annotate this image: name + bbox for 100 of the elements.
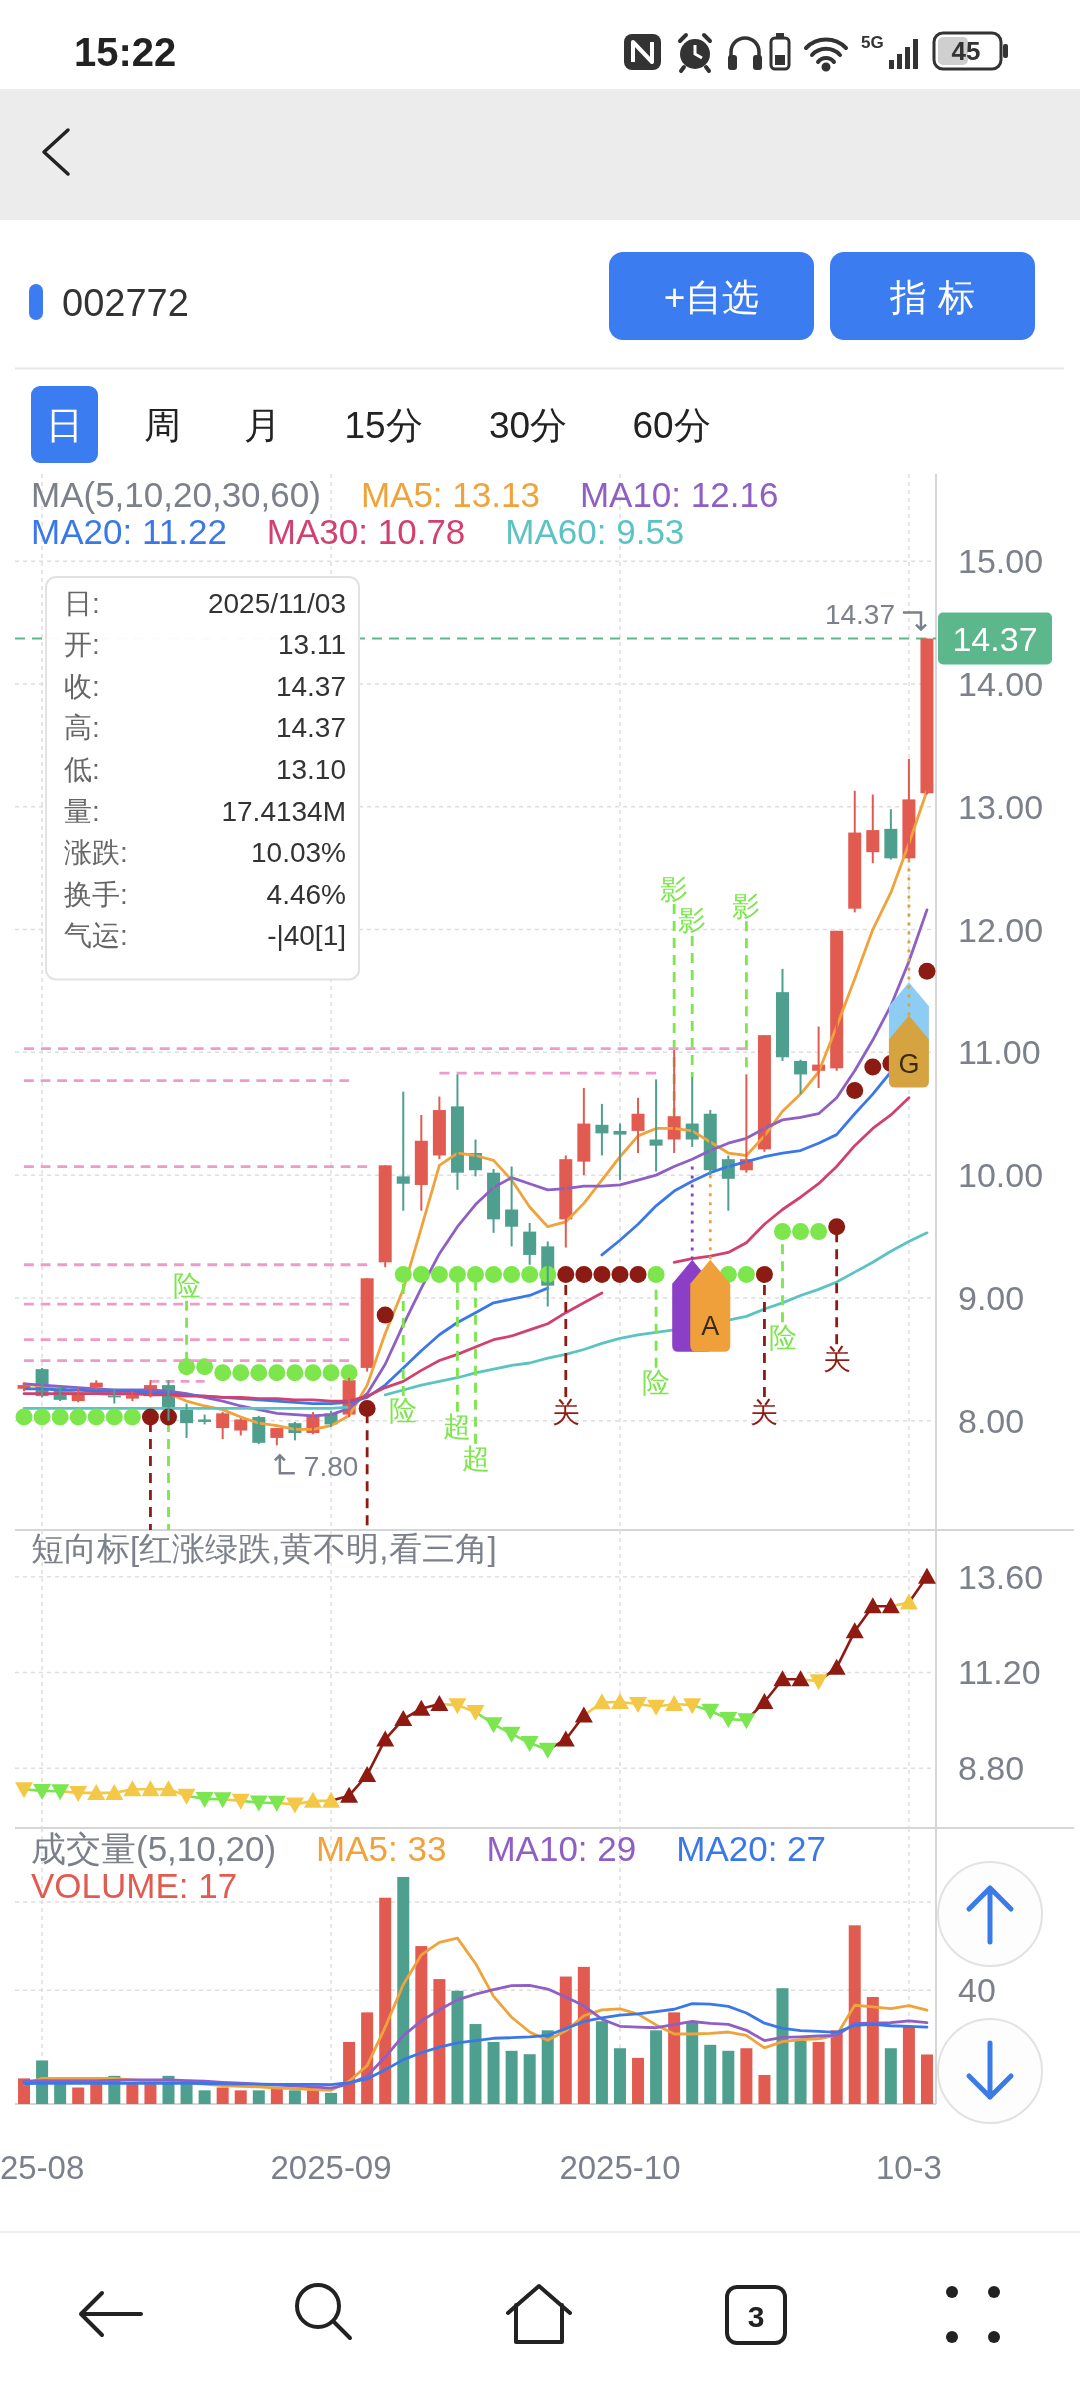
point — [484, 1717, 503, 1734]
bar — [686, 2021, 699, 2104]
annotation: 10.03% — [251, 837, 346, 869]
point — [701, 1703, 720, 1720]
point — [15, 1782, 34, 1799]
point — [737, 1266, 755, 1284]
point — [159, 1780, 178, 1797]
point — [629, 1266, 647, 1284]
chart-title: 短向标[红涨绿跌,黄不明,看三角] — [31, 1529, 497, 1567]
y-tick-label: 11.00 — [958, 1033, 1041, 1072]
point — [268, 1364, 286, 1382]
annotation: 影 — [678, 905, 707, 937]
point — [33, 1408, 51, 1426]
annotation: G — [898, 1048, 920, 1079]
legend-title: 成交量(5,10,20) — [31, 1828, 277, 1868]
point — [556, 1730, 575, 1747]
annotation: 险 — [768, 1321, 797, 1353]
bar — [577, 1966, 590, 2104]
point — [665, 1694, 684, 1711]
annotation: 关 — [822, 1343, 851, 1375]
point — [340, 1364, 358, 1382]
point — [33, 1783, 52, 1800]
point — [412, 1699, 431, 1716]
text: MA5: 13.13 — [360, 474, 540, 514]
text: MA60: 9.53 — [505, 511, 685, 551]
bar — [198, 2090, 211, 2104]
point — [51, 1408, 69, 1426]
point — [647, 1266, 665, 1284]
point — [448, 1266, 466, 1284]
annotation: 影 — [732, 890, 761, 922]
annotation: 13.11 — [278, 629, 346, 661]
annotation: 险 — [172, 1270, 201, 1302]
y-tick-label: 15.00 — [958, 542, 1044, 581]
point — [737, 1713, 756, 1730]
point — [592, 1693, 611, 1710]
point — [683, 1698, 702, 1715]
point — [719, 1712, 738, 1729]
point — [232, 1364, 250, 1382]
point — [196, 1358, 214, 1376]
candlestick — [198, 1413, 212, 1426]
annotation: 开: — [64, 629, 100, 661]
annotation: 关 — [551, 1396, 580, 1428]
y-tick-label: 13.60 — [958, 1557, 1044, 1596]
point — [231, 1793, 250, 1810]
text: 45 — [951, 36, 981, 66]
point — [105, 1408, 123, 1426]
legend-title: MA(5,10,20,30,60) — [31, 474, 321, 514]
y-tick-label: 11.20 — [958, 1653, 1041, 1692]
bar — [830, 2030, 843, 2104]
annotation: 超 — [443, 1411, 472, 1443]
text: MA10: 29 — [486, 1828, 637, 1868]
bar — [397, 1876, 410, 2104]
bar — [902, 2026, 915, 2104]
point — [521, 1266, 539, 1284]
point — [430, 1694, 449, 1711]
bar — [776, 1988, 789, 2104]
point — [828, 1218, 846, 1236]
point — [105, 1783, 124, 1800]
point — [574, 1706, 593, 1723]
candlestick — [234, 1417, 248, 1437]
point — [755, 1692, 774, 1709]
point — [195, 1791, 214, 1808]
annotation: 日: — [64, 587, 100, 619]
annotation: 影 — [660, 873, 689, 905]
point — [611, 1266, 629, 1284]
point — [846, 1081, 864, 1099]
point — [810, 1223, 828, 1241]
point — [141, 1408, 159, 1426]
annotation: 13.10 — [275, 753, 346, 785]
point — [610, 1692, 629, 1709]
point — [51, 1784, 70, 1801]
annotation: 7.80 — [303, 1450, 359, 1482]
annotation: 2025/11/03 — [207, 587, 346, 619]
point — [864, 1058, 882, 1076]
bar — [794, 2040, 807, 2104]
point — [69, 1408, 87, 1426]
bar — [288, 2090, 301, 2104]
bar — [668, 2012, 681, 2104]
bar — [722, 2050, 735, 2104]
bar — [613, 2048, 626, 2104]
point — [773, 1670, 792, 1687]
point — [322, 1791, 341, 1808]
point — [899, 1593, 918, 1610]
x-tick-label: 25-08 — [0, 2148, 85, 2186]
point — [250, 1364, 268, 1382]
bar — [812, 2041, 825, 2104]
bar — [595, 2021, 608, 2104]
point — [448, 1698, 467, 1715]
bar — [90, 2084, 103, 2104]
annotation: 高: — [64, 712, 100, 744]
point — [792, 1223, 810, 1241]
annotation: 低: — [64, 753, 100, 785]
point — [376, 1730, 395, 1747]
bar — [541, 2030, 554, 2104]
point — [303, 1791, 322, 1808]
bar — [325, 2092, 338, 2104]
point — [87, 1408, 105, 1426]
point — [485, 1266, 503, 1284]
point — [466, 1704, 485, 1721]
bar — [740, 2048, 753, 2104]
